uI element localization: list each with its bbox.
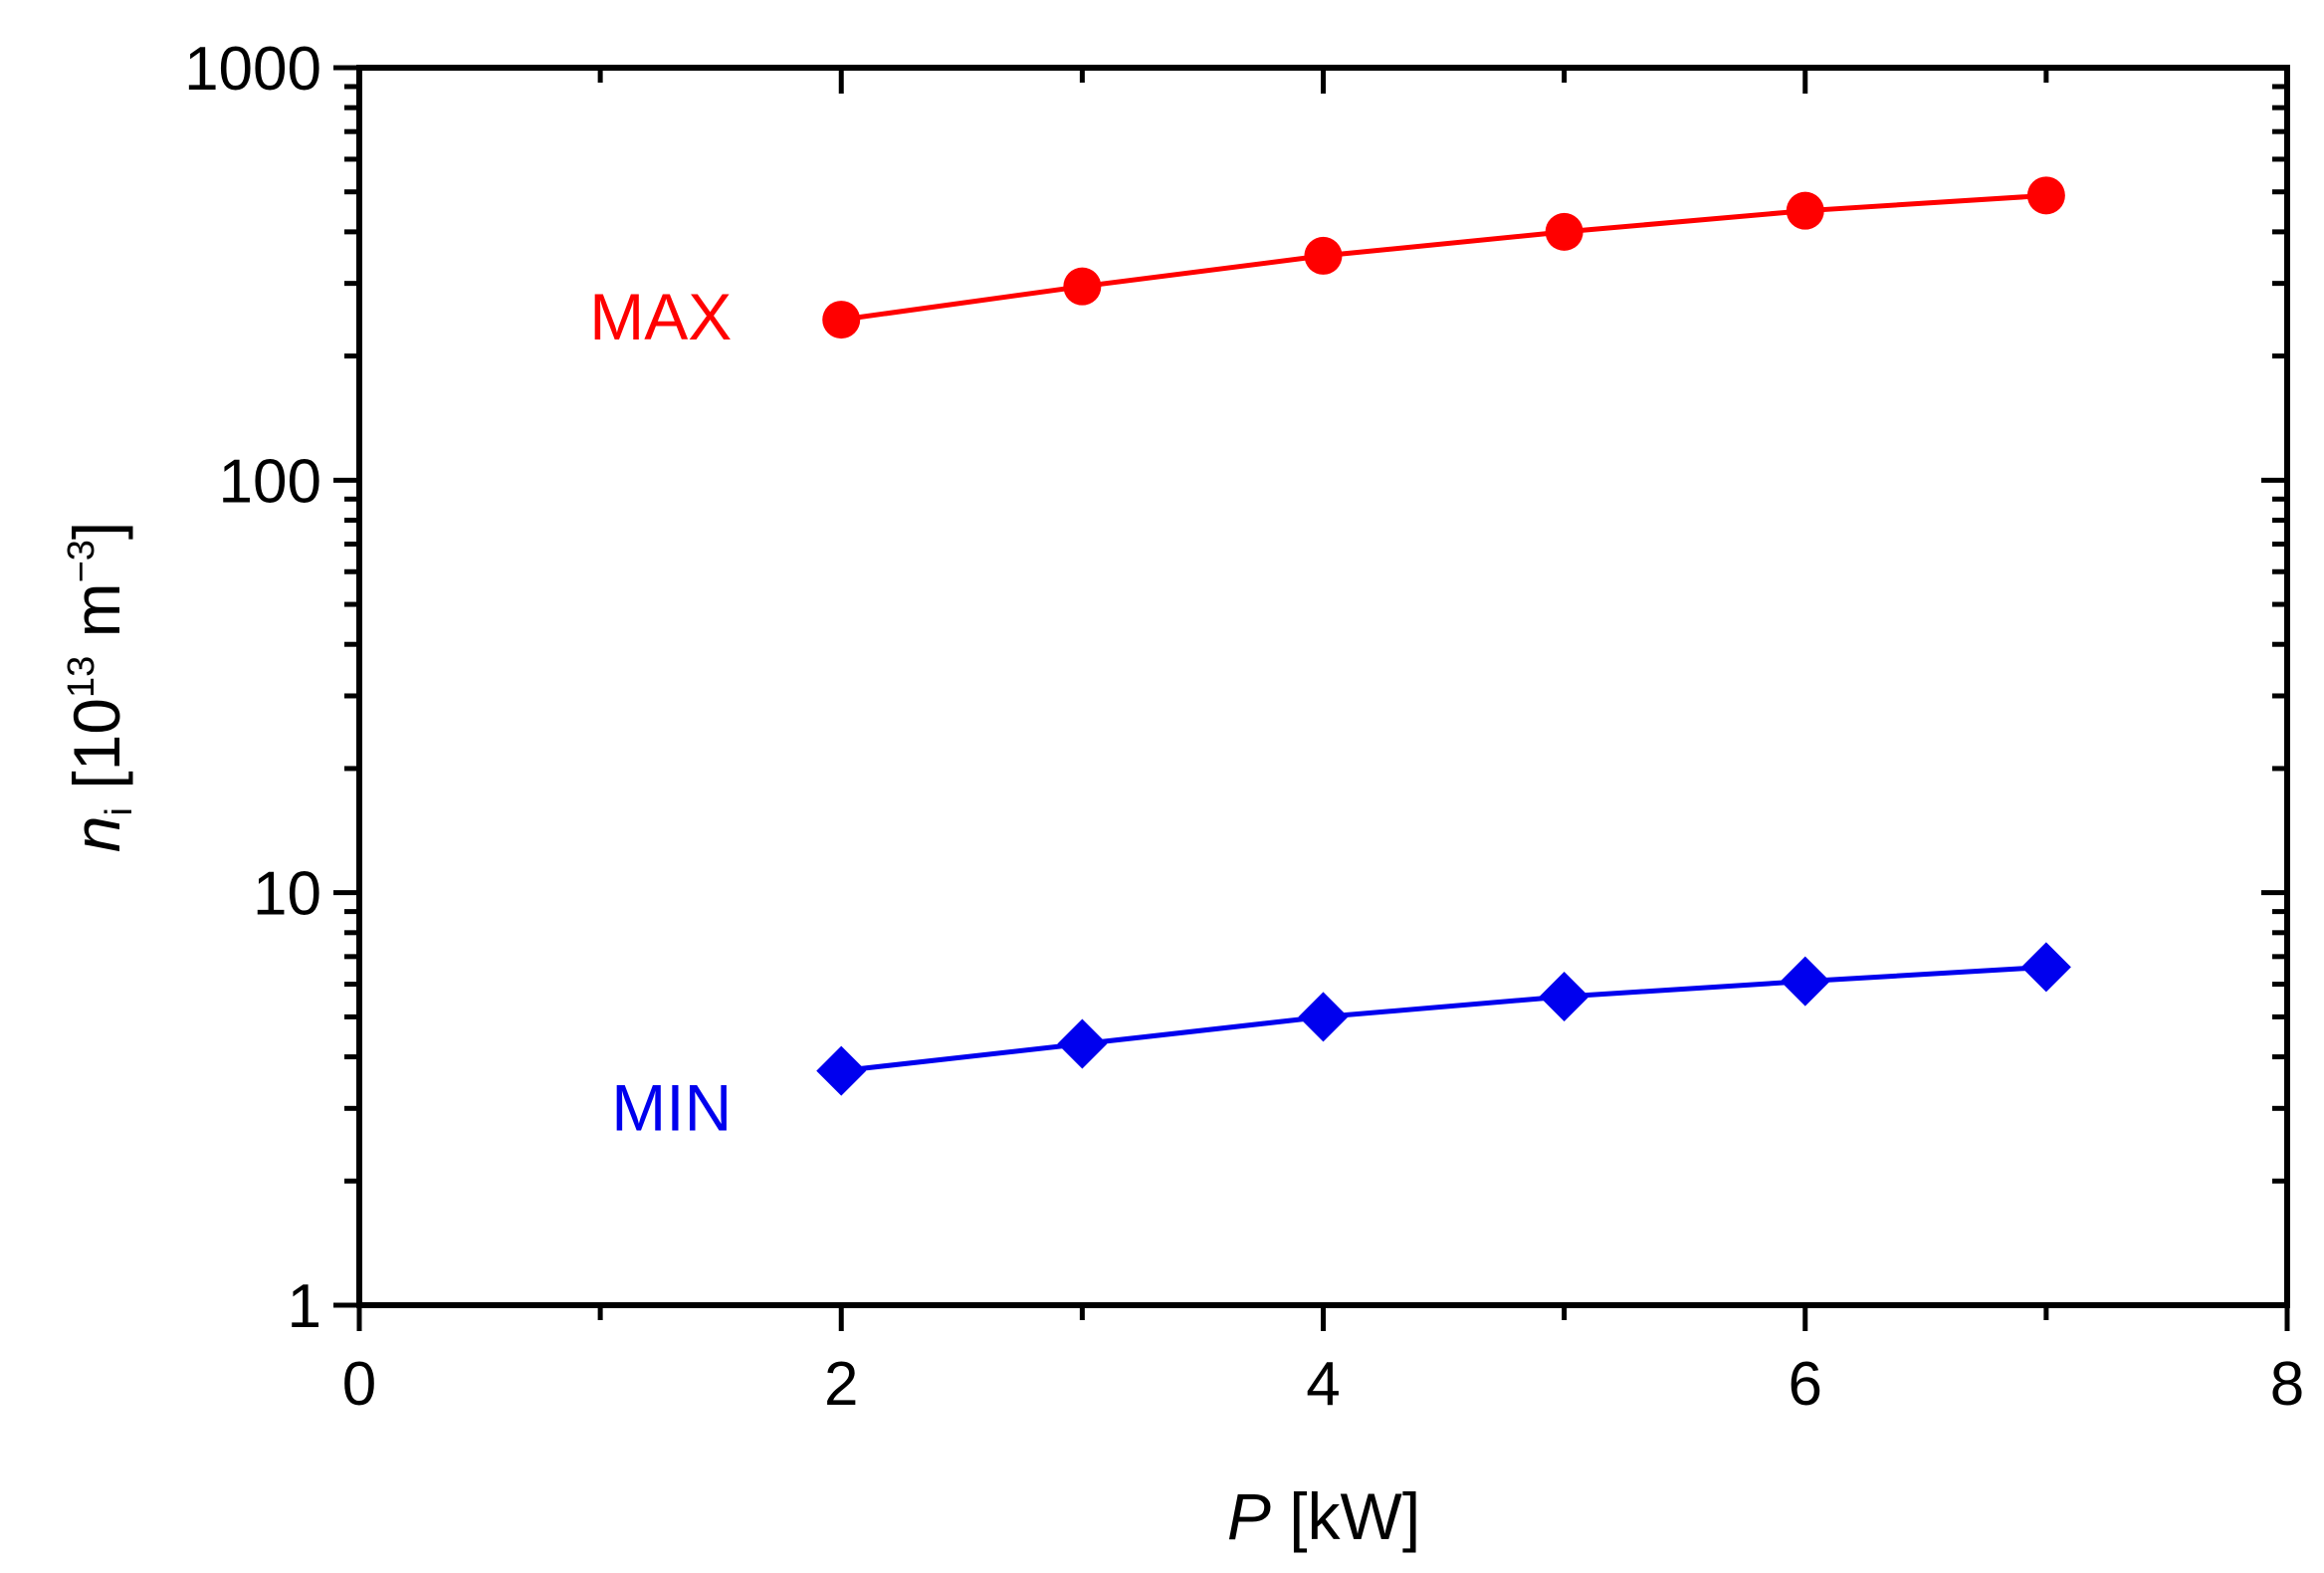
x-tick-label: 0 [342, 1350, 376, 1419]
data-point-min [1057, 1018, 1108, 1069]
y-axis-variable: n [60, 816, 133, 853]
x-tick-label: 4 [1306, 1350, 1340, 1419]
x-axis-unit: [kW] [1271, 1479, 1420, 1553]
data-point-max [2026, 176, 2065, 215]
data-point-max [1545, 212, 1584, 251]
x-axis-title: P [kW] [1227, 1479, 1420, 1553]
data-point-max [1304, 236, 1343, 275]
data-point-max [1786, 191, 1824, 230]
plot-frame [356, 65, 2290, 1308]
y-tick-label: 100 [219, 447, 321, 516]
y-axis-exponent-2: −3 [61, 540, 103, 582]
y-axis-unit-suffix: ] [60, 522, 133, 540]
y-axis-unit-middle: m [60, 582, 133, 655]
y-axis-unit-prefix: [10 [60, 698, 133, 807]
tick-labels: 0 2 4 6 8 1 10 100 1000 [184, 35, 2304, 1419]
series-line-min [840, 964, 2047, 1074]
data-point-min [1298, 992, 1349, 1042]
x-tick-label: 2 [824, 1350, 858, 1419]
y-axis-subscript: i [99, 807, 140, 815]
data-point-max [1063, 267, 1102, 306]
data-point-min [1539, 972, 1589, 1022]
data-point-min [2020, 942, 2071, 993]
y-axis-exponent: 13 [61, 656, 103, 698]
series-line-max [840, 192, 2047, 323]
x-tick-label: 6 [1789, 1350, 1822, 1419]
y-tick-label: 1 [288, 1272, 321, 1341]
x-axis-variable: P [1227, 1479, 1271, 1553]
data-point-min [1780, 956, 1830, 1007]
data-point-max [822, 301, 861, 339]
series-label-max: MAX [589, 280, 732, 353]
y-axis-title: ni [1013 m−3] [60, 522, 140, 853]
y-tick-label: 10 [253, 860, 321, 929]
x-tick-label: 8 [2270, 1350, 2304, 1419]
series-label-min: MIN [611, 1071, 732, 1145]
series-layer: MAX MIN [589, 176, 2071, 1145]
data-point-min [816, 1045, 867, 1096]
major-ticks [333, 65, 2290, 1331]
y-tick-label: 1000 [184, 35, 321, 104]
